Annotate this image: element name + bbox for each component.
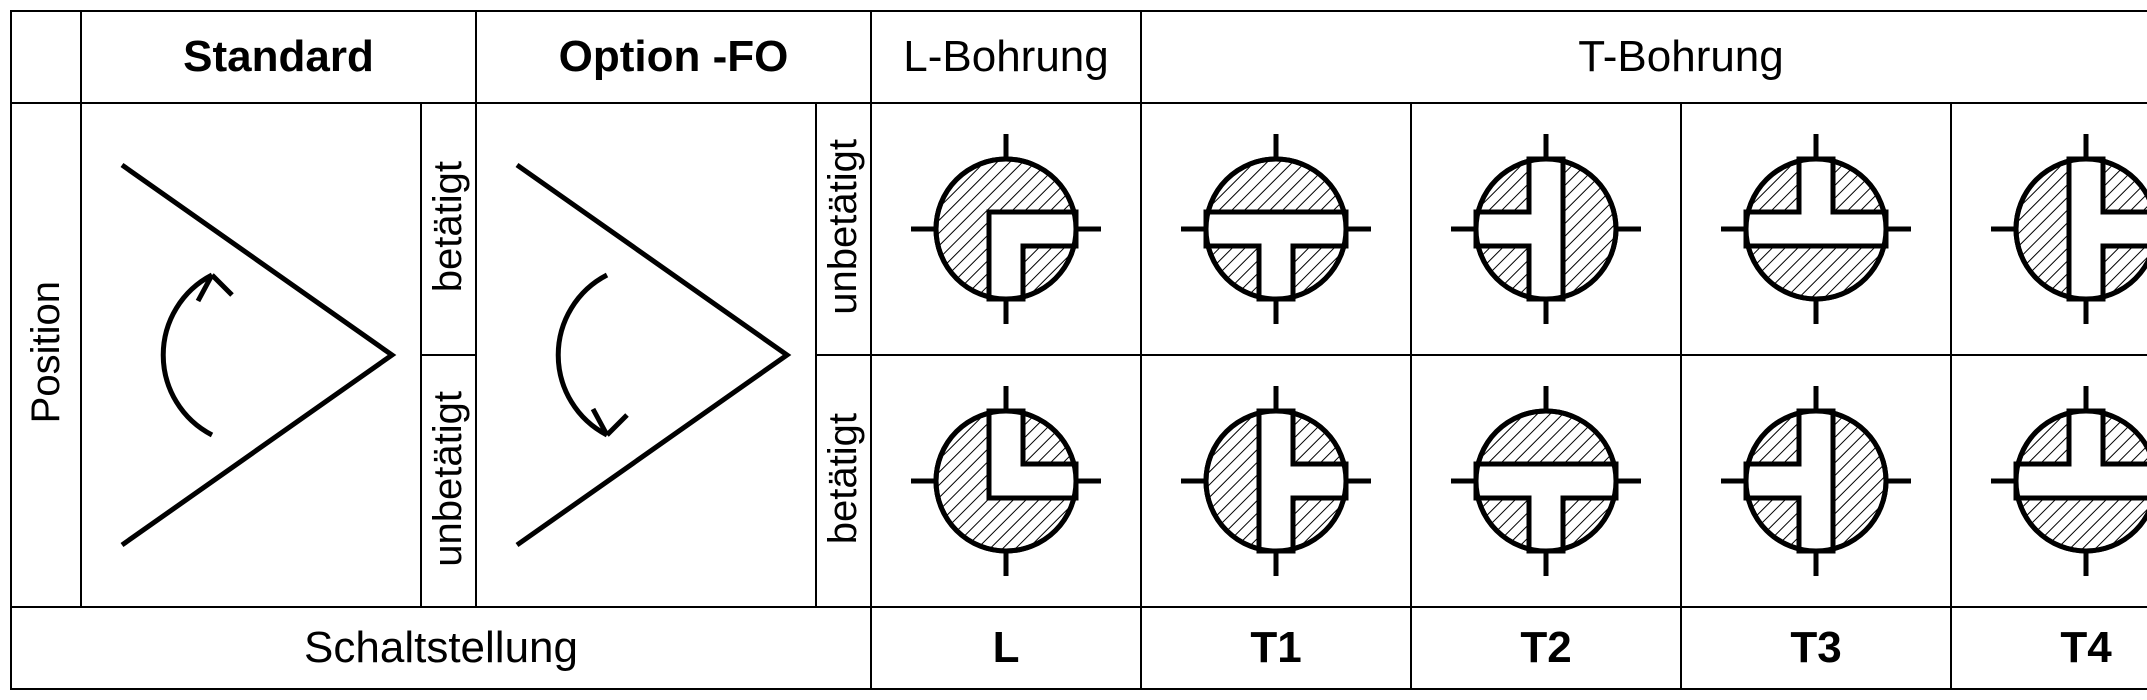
option-fo-row1-state: unbetätigt (816, 103, 871, 355)
sym-r1-L (871, 103, 1141, 355)
sym-r2-L (871, 355, 1141, 607)
footer-T1: T1 (1141, 607, 1411, 689)
sym-r1-T3 (1681, 103, 1951, 355)
sym-r2-T3 (1681, 355, 1951, 607)
valve-symbol-icon (1176, 129, 1376, 329)
standard-row2-state: unbetätigt (421, 355, 476, 607)
sym-r2-T2 (1411, 355, 1681, 607)
body-row-1: Position betätigt (11, 103, 2147, 355)
footer-T2: T2 (1411, 607, 1681, 689)
footer-L: L (871, 607, 1141, 689)
valve-symbol-icon (1446, 381, 1646, 581)
betaetigt-label-1: betätigt (426, 161, 471, 292)
valve-symbol-icon (1716, 381, 1916, 581)
footer-T4: T4 (1951, 607, 2147, 689)
valve-symbol-icon (1176, 381, 1376, 581)
sym-r2-T4 (1951, 355, 2147, 607)
option-fo-row2-state: betätigt (816, 355, 871, 607)
sym-r2-T1 (1141, 355, 1411, 607)
header-row: Standard Option -FO L-Bohrung T-Bohrung (11, 11, 2147, 103)
valve-symbol-icon (906, 129, 1106, 329)
standard-row1-state: betätigt (421, 103, 476, 355)
valve-symbol-icon (1986, 381, 2147, 581)
position-label-cell: Position (11, 103, 81, 607)
valve-symbol-icon (1986, 129, 2147, 329)
header-standard: Standard (81, 11, 476, 103)
valve-symbol-icon (906, 381, 1106, 581)
header-blank (11, 11, 81, 103)
valve-symbol-icon (1716, 129, 1916, 329)
valve-symbol-icon (1446, 129, 1646, 329)
sym-r1-T1 (1141, 103, 1411, 355)
sym-r1-T4 (1951, 103, 2147, 355)
betaetigt-label-2: betätigt (821, 413, 866, 544)
header-option-fo: Option -FO (476, 11, 871, 103)
schaltstellung-label: Schaltstellung (11, 607, 871, 689)
position-label: Position (24, 281, 69, 423)
sym-r1-T2 (1411, 103, 1681, 355)
footer-row: Schaltstellung L T1 T2 T3 T4 (11, 607, 2147, 689)
footer-T3: T3 (1681, 607, 1951, 689)
header-l-bohrung: L-Bohrung (871, 11, 1141, 103)
unbetaetigt-label-2: unbetätigt (426, 391, 471, 567)
option-fo-actuator-diagram (476, 103, 816, 607)
header-t-bohrung: T-Bohrung (1141, 11, 2147, 103)
standard-actuator-diagram (81, 103, 421, 607)
valve-position-table: Standard Option -FO L-Bohrung T-Bohrung … (10, 10, 2147, 690)
unbetaetigt-label-1: unbetätigt (821, 139, 866, 315)
